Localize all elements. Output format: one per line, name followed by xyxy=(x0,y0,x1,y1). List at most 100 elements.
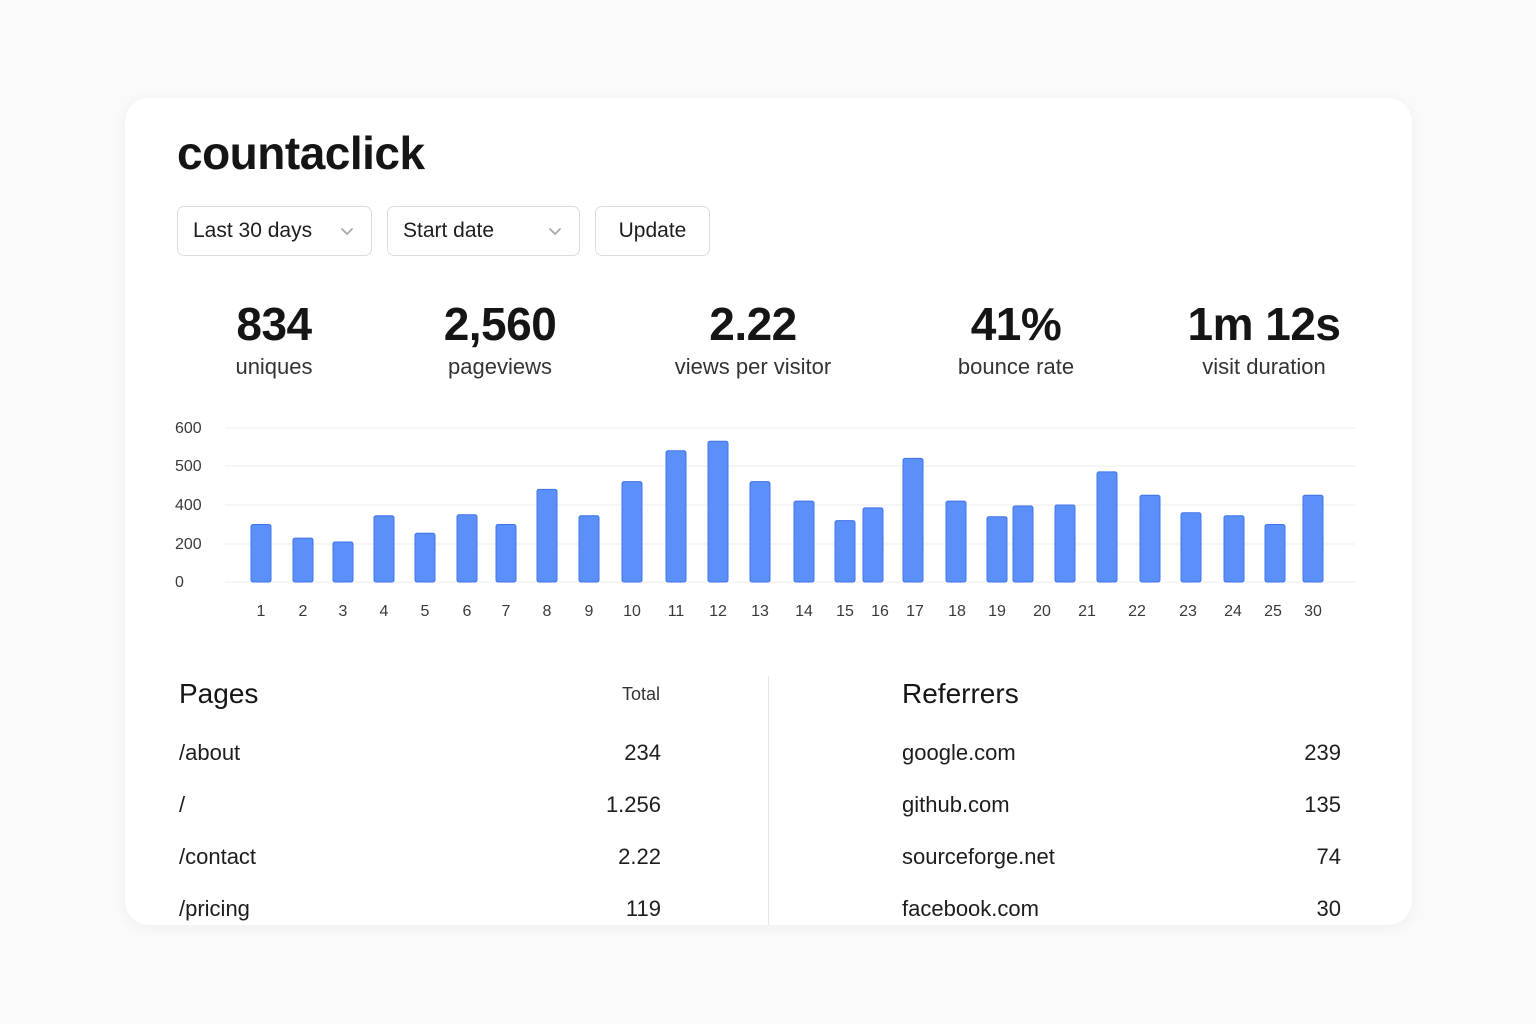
start-date-select[interactable]: Start date xyxy=(387,206,580,256)
pages-row[interactable]: /pricing 119 xyxy=(179,896,661,925)
x-tick-label: 8 xyxy=(543,603,552,620)
pages-total-header: Total xyxy=(621,684,660,704)
stat-views-per-visitor: 2.22 views per visitor xyxy=(633,296,873,382)
x-tick-label: 30 xyxy=(1304,603,1322,620)
bar-day-22[interactable] xyxy=(1139,494,1161,583)
referrer-domain: facebook.com xyxy=(902,896,1039,921)
bar-day-25[interactable] xyxy=(1264,524,1286,583)
x-tick-label: 11 xyxy=(668,603,685,620)
x-tick-label: 7 xyxy=(502,603,511,620)
x-tick-label: 24 xyxy=(1224,603,1242,620)
x-tick-label: 3 xyxy=(339,603,348,620)
referrer-row[interactable]: google.com 239 xyxy=(902,740,1341,770)
stat-label: pageviews xyxy=(448,354,552,379)
stat-visit-duration: 1m 12s visit duration xyxy=(1144,296,1384,382)
x-tick-label: 4 xyxy=(380,603,389,620)
x-tick-label: 18 xyxy=(948,603,966,620)
bar-day-19[interactable] xyxy=(986,516,1008,583)
stat-value: 41% xyxy=(970,298,1062,350)
referrer-row[interactable]: github.com 135 xyxy=(902,792,1341,822)
bar-day-7[interactable] xyxy=(495,524,517,583)
x-tick-label: 14 xyxy=(795,603,813,620)
page-path: / xyxy=(179,792,186,817)
stat-label: views per visitor xyxy=(674,354,832,379)
x-tick-label: 12 xyxy=(709,603,727,620)
stat-label: uniques xyxy=(235,354,313,379)
stat-value: 1m 12s xyxy=(1187,298,1341,350)
bar-day-8[interactable] xyxy=(536,488,558,583)
bar-day-21[interactable] xyxy=(1096,471,1118,583)
x-tick-label: 1 xyxy=(257,603,266,620)
x-tick-label: 22 xyxy=(1128,603,1146,620)
stat-label: visit duration xyxy=(1202,354,1326,379)
bar-day-1[interactable] xyxy=(250,524,272,583)
stat-bounce-rate: 41% bounce rate xyxy=(896,296,1136,382)
x-tick-label: 5 xyxy=(421,603,430,620)
stat-value: 834 xyxy=(236,298,312,350)
bar-day-12[interactable] xyxy=(707,440,729,583)
bar-day-17[interactable] xyxy=(902,457,924,583)
x-tick-label: 10 xyxy=(623,603,641,620)
x-tick-label: 17 xyxy=(906,603,924,620)
x-tick-label: 15 xyxy=(836,603,854,620)
chevron-down-icon xyxy=(549,228,561,235)
y-tick-label: 0 xyxy=(175,574,184,591)
x-tick-label: 16 xyxy=(871,603,889,620)
page-path: /contact xyxy=(179,844,257,869)
pages-row[interactable]: / 1.256 xyxy=(179,792,661,822)
start-date-label: Start date xyxy=(403,219,495,242)
referrer-domain: sourceforge.net xyxy=(902,844,1055,869)
date-range-label: Last 30 days xyxy=(193,219,313,242)
referrer-count: 239 xyxy=(1304,740,1341,765)
page-path: /about xyxy=(179,740,241,765)
bar-day-5[interactable] xyxy=(414,532,436,583)
bar-day-30[interactable] xyxy=(1302,494,1324,583)
bar-day-9[interactable] xyxy=(578,515,600,583)
page-total: 119 xyxy=(625,896,661,921)
pages-row[interactable]: /contact 2.22 xyxy=(179,844,661,874)
bar-day-11[interactable] xyxy=(665,450,687,583)
bar-day-4[interactable] xyxy=(373,515,395,583)
x-tick-label: 2 xyxy=(299,603,308,620)
panel-divider xyxy=(768,676,769,925)
stat-uniques: 834 uniques xyxy=(154,296,394,382)
bar-day-20[interactable] xyxy=(1054,504,1076,583)
referrer-count: 135 xyxy=(1304,792,1341,817)
referrer-row[interactable]: sourceforge.net 74 xyxy=(902,844,1341,874)
date-range-select[interactable]: Last 30 days xyxy=(177,206,372,256)
referrer-domain: github.com xyxy=(902,792,1010,817)
bar-day-3[interactable] xyxy=(332,541,354,583)
y-tick-label: 400 xyxy=(175,497,202,514)
x-tick-label: 13 xyxy=(751,603,769,620)
bar-day-2[interactable] xyxy=(292,537,314,583)
bar-day-24[interactable] xyxy=(1223,515,1245,583)
dashboard-card: countaclick Last 30 days Start date Upda… xyxy=(125,98,1412,925)
app-title: countaclick xyxy=(177,127,425,179)
referrer-count: 74 xyxy=(1316,844,1341,869)
x-tick-label: 20 xyxy=(1033,603,1051,620)
bar-day-14[interactable] xyxy=(793,500,815,583)
bar-day-6[interactable] xyxy=(456,514,478,583)
referrer-row[interactable]: facebook.com 30 xyxy=(902,896,1341,925)
referrers-title: Referrers xyxy=(902,678,1019,709)
bar-day-16[interactable] xyxy=(862,507,884,583)
x-tick-label: 23 xyxy=(1179,603,1197,620)
update-button-label: Update xyxy=(618,219,687,242)
page-total: 2.22 xyxy=(618,844,661,869)
pages-title: Pages xyxy=(179,678,259,709)
x-tick-label: 25 xyxy=(1264,603,1282,620)
pages-row[interactable]: /about 234 xyxy=(179,740,661,770)
bar-day-x19[interactable] xyxy=(1012,505,1034,583)
bar-day-13[interactable] xyxy=(749,481,771,583)
update-button[interactable]: Update xyxy=(595,206,710,256)
x-tick-label: 6 xyxy=(463,603,472,620)
bar-day-15[interactable] xyxy=(834,520,856,583)
stat-pageviews: 2,560 pageviews xyxy=(380,296,620,382)
bar-day-10[interactable] xyxy=(621,481,643,583)
bar-day-18[interactable] xyxy=(945,500,967,583)
bar-day-23[interactable] xyxy=(1180,512,1202,583)
y-tick-label: 200 xyxy=(175,536,202,553)
stat-value: 2.22 xyxy=(709,298,797,350)
x-tick-label: 21 xyxy=(1078,603,1096,620)
